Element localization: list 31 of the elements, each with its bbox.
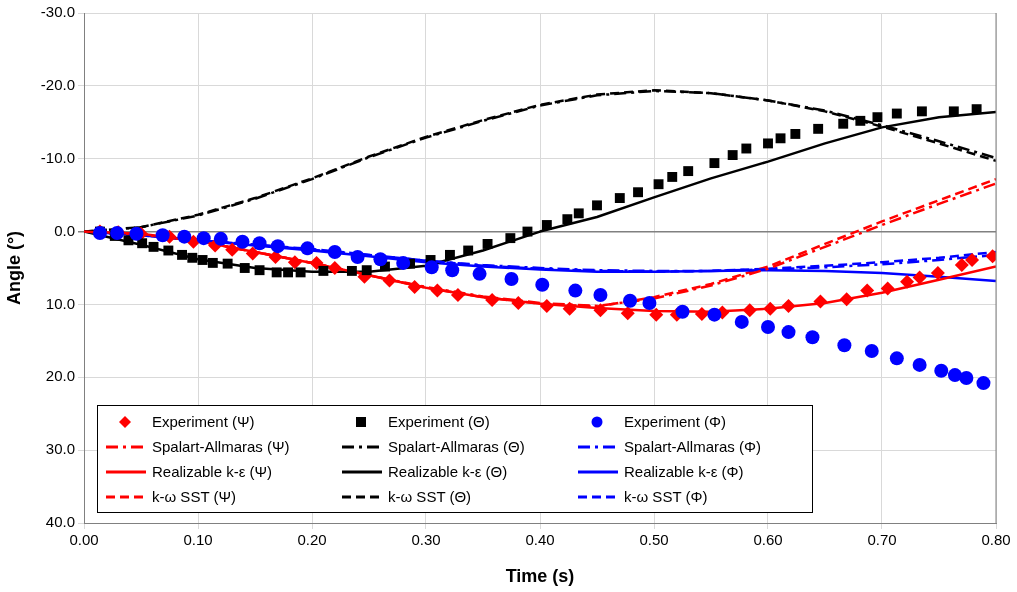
legend-label: Realizable k-ε (Θ) xyxy=(388,463,508,480)
x-tick-label: 0.40 xyxy=(525,531,555,549)
legend-label: Experiment (Θ) xyxy=(388,413,490,430)
x-tick-label: 0.80 xyxy=(981,531,1011,549)
y-tick-label: -30.0 xyxy=(40,3,75,21)
legend-label: k-ω SST (Ψ) xyxy=(152,488,236,505)
x-tick-label: 0.50 xyxy=(639,531,669,549)
x-tick-label: 0.10 xyxy=(183,531,213,549)
x-tick-label: 0.00 xyxy=(69,531,99,549)
legend-label: Realizable k-ε (Ψ) xyxy=(152,463,273,480)
y-tick-label: 10.0 xyxy=(45,294,75,312)
legend-label: Experiment (Φ) xyxy=(624,413,726,430)
legend-label: k-ω SST (Θ) xyxy=(388,488,472,505)
x-tick-label: 0.70 xyxy=(867,531,897,549)
x-axis-title: Time (s) xyxy=(505,566,575,587)
legend-label: k-ω SST (Φ) xyxy=(624,488,708,505)
legend-label: Spalart-Allmaras (Θ) xyxy=(388,438,525,455)
y-tick-label: 0.0 xyxy=(54,221,75,239)
y-tick-label: -20.0 xyxy=(40,76,75,93)
legend-label: Spalart-Allmaras (Φ) xyxy=(624,438,761,455)
y-tick-label: -10.0 xyxy=(40,148,75,166)
y-axis-title: Angle (°) xyxy=(3,230,24,306)
x-tick-label: 0.60 xyxy=(753,531,783,549)
x-tick-label: 0.30 xyxy=(411,531,441,549)
y-tick-label: 40.0 xyxy=(45,513,75,531)
legend-label: Spalart-Allmaras (Ψ) xyxy=(152,438,290,455)
y-tick-label: 30.0 xyxy=(45,440,75,458)
x-tick-label: 0.20 xyxy=(297,531,327,549)
y-tick-label: 20.0 xyxy=(45,367,75,385)
legend-label: Realizable k-ε (Φ) xyxy=(624,463,744,480)
legend-label: Experiment (Ψ) xyxy=(152,413,255,430)
